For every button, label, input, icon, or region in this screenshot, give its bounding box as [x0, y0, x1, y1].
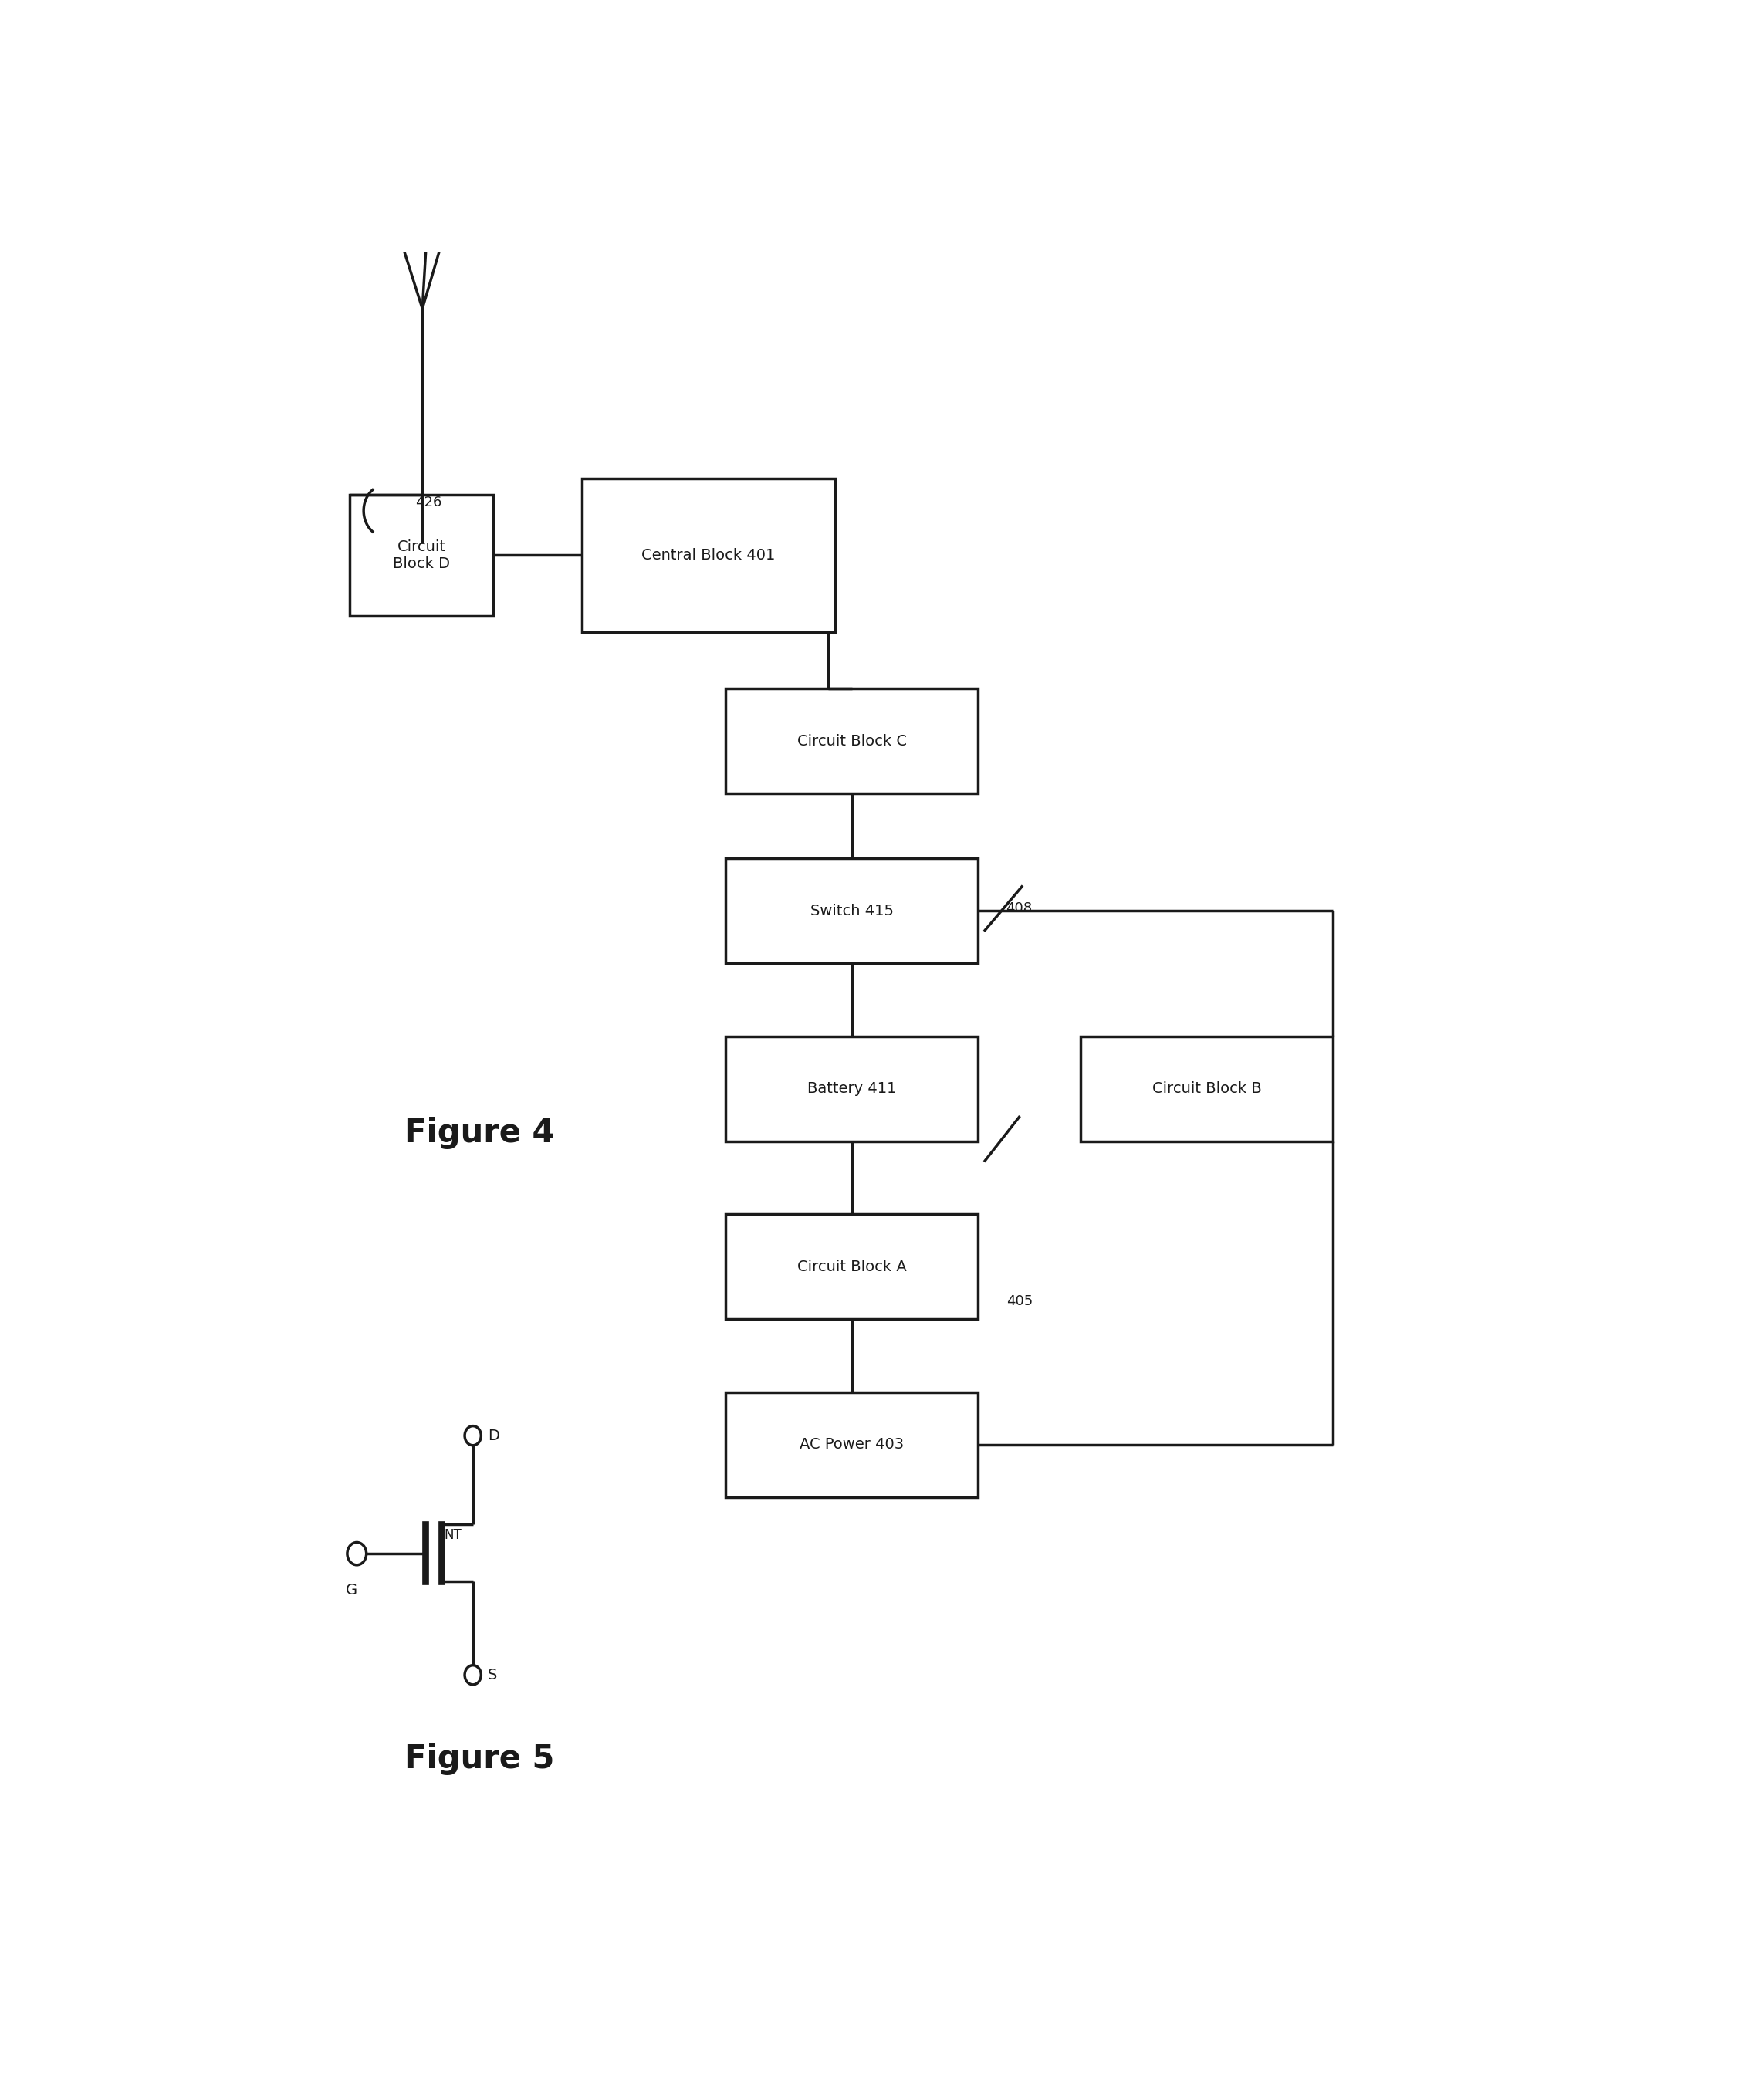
Bar	[726, 1035, 978, 1140]
Text: NT: NT	[444, 1529, 462, 1541]
Text: Circuit Block C: Circuit Block C	[796, 733, 907, 748]
Text: Central Block 401: Central Block 401	[641, 548, 775, 563]
Text: 426: 426	[416, 496, 442, 510]
Text: 405: 405	[1006, 1294, 1033, 1308]
Text: Circuit Block B: Circuit Block B	[1152, 1082, 1262, 1096]
Bar	[726, 1214, 978, 1319]
Text: 408: 408	[1006, 901, 1033, 916]
Bar	[1080, 1035, 1334, 1140]
Text: Figure 4: Figure 4	[405, 1117, 555, 1149]
Text: Circuit Block A: Circuit Block A	[796, 1260, 906, 1275]
Bar	[726, 1392, 978, 1497]
Bar	[726, 689, 978, 794]
Text: G: G	[345, 1583, 358, 1598]
Bar	[581, 479, 835, 632]
Bar	[726, 859, 978, 964]
Text: AC Power 403: AC Power 403	[800, 1436, 904, 1451]
Text: S: S	[488, 1667, 497, 1682]
Text: Circuit
Block D: Circuit Block D	[393, 540, 451, 571]
Text: Battery 411: Battery 411	[807, 1082, 897, 1096]
Text: Figure 5: Figure 5	[405, 1743, 555, 1774]
Text: D: D	[488, 1428, 499, 1443]
Bar	[351, 496, 493, 615]
Text: Switch 415: Switch 415	[811, 903, 893, 918]
